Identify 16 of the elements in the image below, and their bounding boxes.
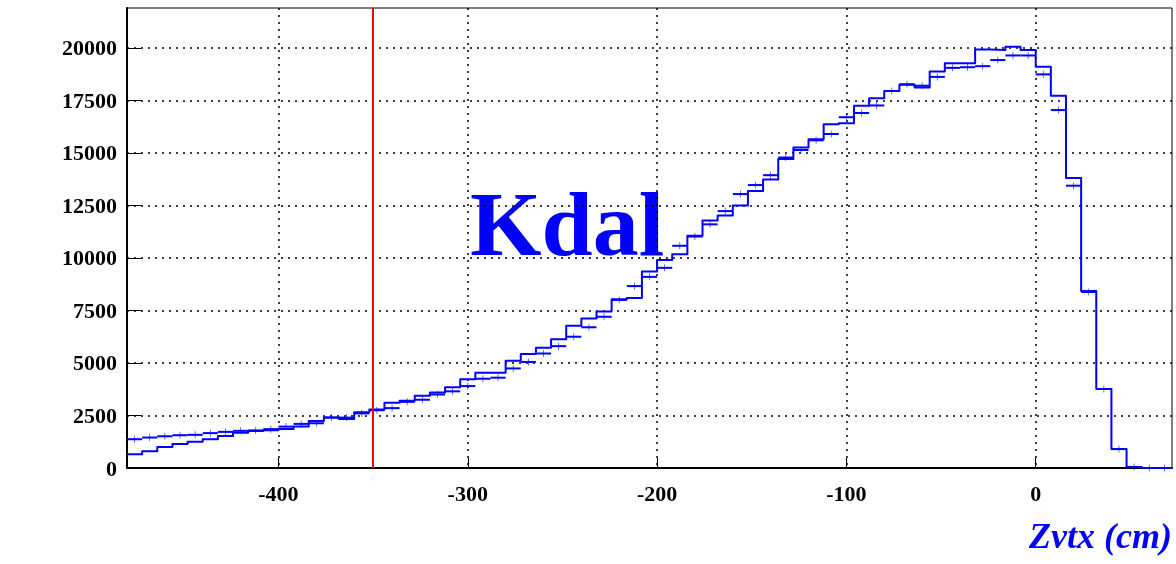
x-tick-label: -200 — [636, 480, 678, 506]
y-tick-label: 2500 — [73, 402, 117, 428]
x-tick-label: -100 — [826, 480, 867, 506]
y-tick-label: 0 — [106, 455, 117, 481]
y-tick-label: 20000 — [62, 35, 117, 61]
y-tick-label: 15000 — [62, 140, 117, 166]
y-tick-label: 12500 — [62, 192, 117, 218]
annotation: Kdal — [470, 173, 665, 275]
y-tick-label: 5000 — [73, 350, 117, 376]
x-tick-label: -400 — [258, 480, 299, 506]
y-tick-label: 7500 — [73, 297, 117, 323]
x-tick-label: 0 — [1030, 480, 1042, 506]
x-axis-title: Zvtx (cm) — [1028, 516, 1173, 556]
y-tick-label: 10000 — [62, 245, 117, 271]
x-tick-label: -300 — [447, 480, 488, 506]
y-tick-label: 17500 — [62, 87, 117, 113]
